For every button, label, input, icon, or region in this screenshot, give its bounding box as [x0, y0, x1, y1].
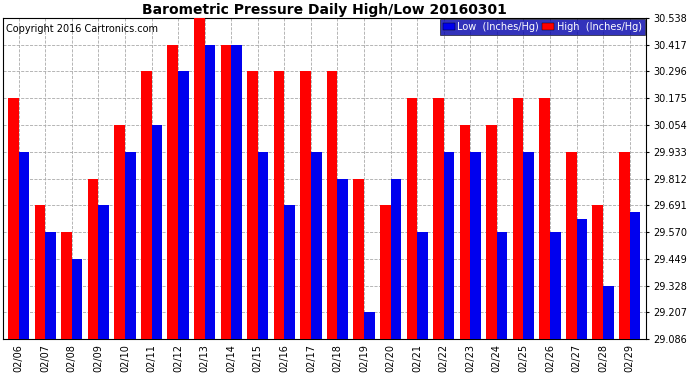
Bar: [391, 178, 401, 375]
Bar: [619, 152, 630, 375]
Bar: [46, 232, 56, 375]
Bar: [231, 45, 241, 375]
Bar: [444, 152, 454, 375]
Bar: [471, 152, 481, 375]
Bar: [284, 206, 295, 375]
Bar: [88, 178, 99, 375]
Bar: [19, 152, 30, 375]
Bar: [115, 125, 125, 375]
Bar: [72, 259, 83, 375]
Bar: [221, 45, 231, 375]
Bar: [353, 178, 364, 375]
Bar: [550, 232, 560, 375]
Legend: Low  (Inches/Hg), High  (Inches/Hg): Low (Inches/Hg), High (Inches/Hg): [440, 19, 644, 35]
Bar: [513, 98, 524, 375]
Bar: [364, 312, 375, 375]
Bar: [300, 72, 311, 375]
Bar: [337, 178, 348, 375]
Bar: [566, 152, 577, 375]
Bar: [460, 125, 471, 375]
Bar: [486, 125, 497, 375]
Bar: [258, 152, 268, 375]
Bar: [406, 98, 417, 375]
Bar: [497, 232, 507, 375]
Bar: [603, 286, 613, 375]
Bar: [34, 206, 46, 375]
Bar: [8, 98, 19, 375]
Bar: [417, 232, 428, 375]
Text: Copyright 2016 Cartronics.com: Copyright 2016 Cartronics.com: [6, 24, 158, 34]
Bar: [327, 72, 337, 375]
Bar: [311, 152, 322, 375]
Bar: [577, 219, 587, 375]
Bar: [247, 72, 258, 375]
Bar: [178, 72, 188, 375]
Bar: [380, 206, 391, 375]
Bar: [125, 152, 136, 375]
Bar: [99, 206, 109, 375]
Bar: [194, 18, 205, 375]
Bar: [205, 45, 215, 375]
Bar: [168, 45, 178, 375]
Bar: [141, 72, 152, 375]
Bar: [274, 72, 284, 375]
Bar: [630, 211, 640, 375]
Bar: [152, 125, 162, 375]
Bar: [61, 232, 72, 375]
Title: Barometric Pressure Daily High/Low 20160301: Barometric Pressure Daily High/Low 20160…: [141, 3, 506, 17]
Bar: [593, 206, 603, 375]
Bar: [433, 98, 444, 375]
Bar: [524, 152, 534, 375]
Bar: [540, 98, 550, 375]
